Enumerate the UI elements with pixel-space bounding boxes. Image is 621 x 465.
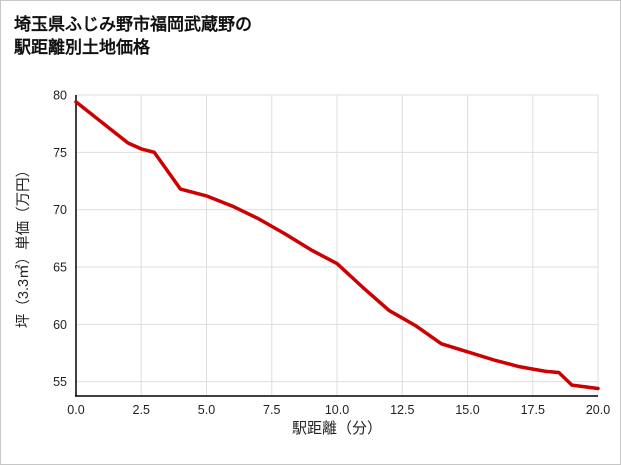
line-chart-svg: 55 60 65 70 75 80 0.0 2.5 5.0 7.5 10.0 12.5 15.0 17.5… bbox=[15, 89, 610, 418]
x-tick-label: 10.0 bbox=[325, 403, 349, 417]
chart-title-line1: 埼玉県ふじみ野市福岡武蔵野の bbox=[14, 15, 252, 34]
chart-title: 埼玉県ふじみ野市福岡武蔵野の 駅距離別土地価格 bbox=[14, 13, 610, 59]
y-tick-label: 80 bbox=[53, 89, 67, 103]
y-axis-label: 坪（3.3㎡）単価（万円） bbox=[15, 163, 32, 328]
y-tick-label: 60 bbox=[53, 318, 67, 332]
y-tick-label: 55 bbox=[53, 375, 67, 389]
x-tick-label: 0.0 bbox=[67, 403, 84, 417]
x-axis-label: 駅距離（分） bbox=[291, 420, 382, 437]
x-tick-label: 7.5 bbox=[263, 403, 280, 417]
y-tick-label: 65 bbox=[53, 261, 67, 275]
x-tick-label: 17.5 bbox=[521, 403, 545, 417]
line-chart: 55 60 65 70 75 80 0.0 2.5 5.0 7.5 10.0 12.5 15.0 17.5… bbox=[1, 87, 620, 447]
x-tick-label: 5.0 bbox=[198, 403, 215, 417]
chart-title-line2: 駅距離別土地価格 bbox=[14, 38, 150, 57]
x-tick-label: 12.5 bbox=[390, 403, 414, 417]
x-tick-label: 20.0 bbox=[586, 403, 610, 417]
x-tick-label: 2.5 bbox=[133, 403, 150, 417]
x-tick-label: 15.0 bbox=[455, 403, 479, 417]
y-tick-label: 70 bbox=[53, 203, 67, 217]
price-line bbox=[74, 100, 600, 391]
y-tick-label: 75 bbox=[53, 146, 67, 160]
